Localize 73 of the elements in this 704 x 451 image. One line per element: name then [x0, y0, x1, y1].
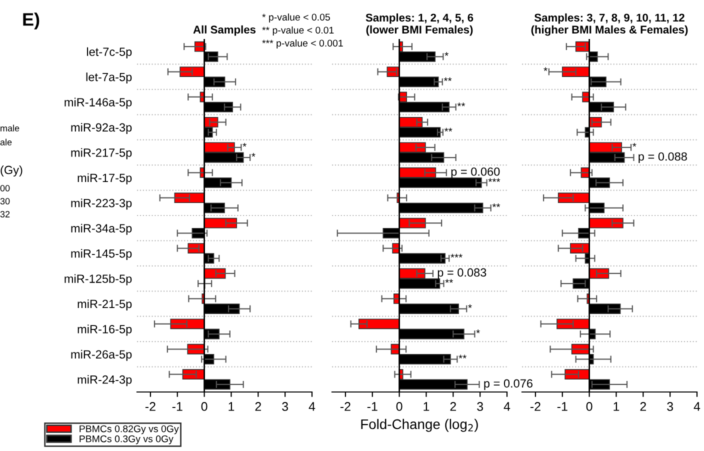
y-tick-label: miR-21-5p — [78, 299, 132, 310]
y-tick-label: miR-34a-5p — [71, 224, 132, 235]
text: male — [0, 124, 20, 132]
y-tick-label: let-7c-5p — [87, 47, 132, 58]
text: (Gy) — [0, 165, 22, 176]
data-label: * — [252, 153, 256, 157]
x-tick-label: 1 — [228, 402, 234, 411]
x-tick-label: 1 — [424, 402, 430, 411]
text: 30 — [0, 198, 10, 204]
annotation: p = 0.088 — [638, 152, 687, 164]
data-label: ** — [492, 203, 500, 208]
y-tick-label: let-7a-5p — [86, 72, 132, 84]
y-tick-label: miR-16-5p — [78, 324, 132, 336]
x-tick-label: -1 — [557, 402, 568, 411]
annotation: p = 0.083 — [438, 268, 486, 279]
x-tick-label: 4 — [504, 402, 510, 411]
legend-label: PBMCs 0.3Gy vs 0Gy — [80, 435, 174, 444]
annotation: *** p-value < 0.001 — [262, 39, 343, 49]
data-label: * — [242, 142, 246, 147]
data-label: * — [544, 67, 548, 71]
x-tick-label: 2 — [640, 402, 646, 411]
data-label: ** — [444, 128, 452, 132]
x-tick-label: 2 — [450, 402, 456, 411]
data-label: ** — [458, 354, 466, 358]
x-tick-label: 3 — [667, 402, 674, 411]
data-label: * — [476, 330, 480, 334]
data-label: * — [468, 304, 472, 308]
data-label: *** — [488, 178, 500, 182]
y-tick-label: miR-217-5p — [71, 148, 132, 160]
chart-title: All Samples — [193, 25, 256, 36]
text: 32 — [0, 211, 10, 218]
annotation: p = 0.060 — [451, 167, 500, 178]
x-tick-label: 3 — [477, 402, 484, 411]
data-label: *** — [450, 254, 462, 258]
text: * p-value < 0.05 — [262, 13, 330, 23]
y-tick-label: miR-26a-5p — [71, 350, 132, 361]
text: ale — [0, 138, 12, 146]
y-tick-label: miR-92a-3p — [71, 122, 132, 134]
y-tick-label: miR-145-5p — [71, 249, 132, 260]
x-tick-label: 4 — [308, 402, 316, 411]
x-tick-label: -2 — [145, 402, 156, 411]
x-tick-label: -2 — [340, 402, 350, 411]
annotation: p = 0.076 — [484, 379, 532, 390]
y-tick-label: miR-223-3p — [71, 198, 132, 210]
data-label: ** — [444, 77, 452, 82]
x-tick-label: 1 — [614, 402, 620, 411]
y-tick-label: miR-24-3p — [78, 375, 132, 386]
chart-title: Samples: 3, 7, 8, 9, 10, 11, 12 (higher BMI Males & Females) — [531, 13, 688, 36]
text: ** p-value < 0.01 — [262, 26, 334, 36]
x-tick-label: 4 — [694, 402, 700, 411]
y-tick-label: miR-17-5p — [78, 173, 132, 184]
x-tick-label: 0 — [201, 402, 208, 411]
x-tick-label: 3 — [282, 402, 288, 411]
text: 00 — [0, 185, 10, 192]
legend-label: PBMCs 0.82Gy vs 0Gy — [80, 425, 179, 434]
bar — [358, 318, 400, 330]
x-tick-label: -2 — [530, 402, 540, 411]
x-axis-title: Fold-Change (log$_{2}$) — [361, 418, 478, 432]
chart-title: Samples: 1, 2, 4, 5, 6 (lower BMI Females) — [366, 13, 474, 36]
x-tick-label: -1 — [172, 402, 182, 411]
bar — [170, 318, 205, 330]
y-tick-label: miR-125b-5p — [64, 274, 132, 286]
data-label: * — [632, 142, 636, 147]
x-tick-label: -1 — [367, 402, 378, 411]
bar — [556, 318, 590, 330]
x-tick-label: 0 — [586, 402, 592, 411]
text: E) — [23, 12, 40, 30]
data-label: * — [444, 52, 448, 56]
x-tick-label: 0 — [396, 402, 402, 411]
y-tick-label: miR-146a-5p — [64, 98, 132, 109]
x-tick-label: 2 — [255, 402, 261, 411]
data-label: ** — [457, 102, 466, 106]
data-label: ** — [445, 279, 454, 283]
